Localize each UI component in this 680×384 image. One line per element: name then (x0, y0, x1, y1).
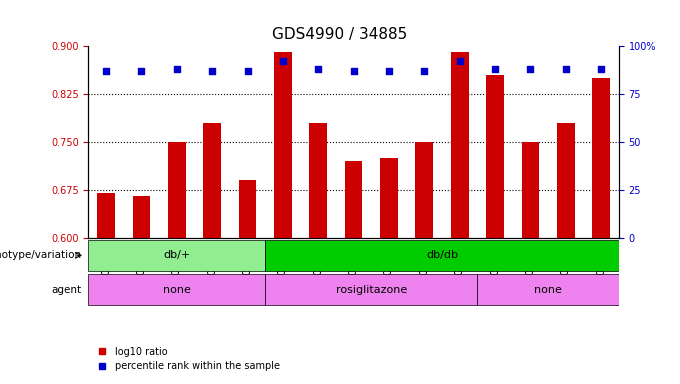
Text: none: none (534, 285, 562, 295)
Point (454, 58, 465, 65)
FancyBboxPatch shape (265, 274, 477, 306)
FancyBboxPatch shape (477, 274, 619, 306)
Bar (203, 123, 221, 238)
Text: db/+: db/+ (163, 250, 190, 260)
Text: GDS4990 / 34885: GDS4990 / 34885 (273, 27, 407, 42)
Bar (557, 123, 575, 238)
Bar (592, 78, 610, 238)
Text: agent: agent (52, 285, 82, 295)
Text: genotype/variation: genotype/variation (0, 250, 82, 260)
Text: rosiglitazone: rosiglitazone (336, 285, 407, 295)
FancyBboxPatch shape (265, 240, 619, 271)
Bar (451, 53, 469, 238)
Text: db/db: db/db (426, 250, 458, 260)
Point (242, 68, 253, 74)
Bar (309, 123, 327, 238)
Text: none: none (163, 285, 190, 295)
Bar (239, 180, 256, 238)
Point (348, 68, 359, 74)
Legend: log10 ratio, percentile rank within the sample: log10 ratio, percentile rank within the … (93, 343, 284, 375)
Bar (168, 142, 186, 238)
Bar (380, 158, 398, 238)
Point (596, 66, 607, 72)
Point (277, 58, 288, 65)
Bar (486, 75, 504, 238)
Bar (415, 142, 433, 238)
Point (490, 66, 500, 72)
Point (207, 68, 218, 74)
Point (101, 68, 112, 74)
Point (313, 66, 324, 72)
Point (171, 66, 182, 72)
Bar (522, 142, 539, 238)
Bar (97, 193, 115, 238)
Bar (274, 53, 292, 238)
FancyBboxPatch shape (88, 274, 265, 306)
Point (419, 68, 430, 74)
Bar (345, 161, 362, 238)
FancyBboxPatch shape (88, 240, 265, 271)
Point (384, 68, 394, 74)
Point (560, 66, 571, 72)
Point (136, 68, 147, 74)
Bar (133, 197, 150, 238)
Point (525, 66, 536, 72)
